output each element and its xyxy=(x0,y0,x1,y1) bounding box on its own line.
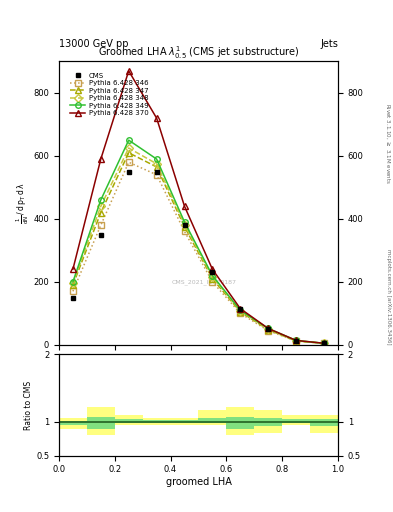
Pythia 6.428 347 xyxy=(238,309,243,315)
Pythia 6.428 349 xyxy=(322,340,327,346)
Pythia 6.428 347 xyxy=(182,224,187,230)
Pythia 6.428 370 xyxy=(154,115,159,121)
Pythia 6.428 370 xyxy=(98,156,103,162)
Pythia 6.428 346 xyxy=(71,288,75,294)
Text: Jets: Jets xyxy=(320,38,338,49)
Pythia 6.428 346 xyxy=(238,310,243,316)
Pythia 6.428 346 xyxy=(210,279,215,285)
Pythia 6.428 347 xyxy=(266,327,271,333)
Pythia 6.428 348 xyxy=(154,161,159,167)
CMS xyxy=(98,231,103,238)
CMS xyxy=(238,306,243,312)
Pythia 6.428 349 xyxy=(266,326,271,332)
Pythia 6.428 349 xyxy=(238,307,243,313)
Pythia 6.428 347 xyxy=(294,338,299,344)
Pythia 6.428 348 xyxy=(182,222,187,228)
Pythia 6.428 347 xyxy=(154,164,159,170)
Pythia 6.428 349 xyxy=(127,137,131,143)
Pythia 6.428 349 xyxy=(71,279,75,285)
Pythia 6.428 370 xyxy=(266,326,271,332)
Title: Groomed LHA $\lambda^{1}_{0.5}$ (CMS jet substructure): Groomed LHA $\lambda^{1}_{0.5}$ (CMS jet… xyxy=(98,45,299,61)
Line: Pythia 6.428 347: Pythia 6.428 347 xyxy=(70,150,327,346)
Pythia 6.428 346 xyxy=(98,222,103,228)
Pythia 6.428 347 xyxy=(127,150,131,156)
Pythia 6.428 348 xyxy=(127,145,131,151)
Pythia 6.428 347 xyxy=(71,282,75,288)
Pythia 6.428 346 xyxy=(154,172,159,178)
Pythia 6.428 346 xyxy=(182,228,187,234)
Pythia 6.428 349 xyxy=(154,156,159,162)
Pythia 6.428 370 xyxy=(210,266,215,272)
Pythia 6.428 370 xyxy=(238,306,243,312)
CMS xyxy=(266,326,271,332)
CMS xyxy=(71,294,75,301)
Line: Pythia 6.428 349: Pythia 6.428 349 xyxy=(70,137,327,346)
Pythia 6.428 370 xyxy=(182,203,187,209)
Pythia 6.428 370 xyxy=(127,68,131,74)
Pythia 6.428 349 xyxy=(182,219,187,225)
Text: Rivet 3.1.10, $\geq$ 3.1M events: Rivet 3.1.10, $\geq$ 3.1M events xyxy=(384,103,391,184)
Text: CMS_2021_I1920187: CMS_2021_I1920187 xyxy=(172,280,237,285)
Pythia 6.428 349 xyxy=(98,197,103,203)
Pythia 6.428 348 xyxy=(266,326,271,332)
Legend: CMS, Pythia 6.428 346, Pythia 6.428 347, Pythia 6.428 348, Pythia 6.428 349, Pyt: CMS, Pythia 6.428 346, Pythia 6.428 347,… xyxy=(68,71,151,118)
CMS xyxy=(182,222,187,228)
Pythia 6.428 349 xyxy=(294,337,299,344)
Line: Pythia 6.428 346: Pythia 6.428 346 xyxy=(70,159,327,346)
Line: CMS: CMS xyxy=(70,169,327,346)
Pythia 6.428 346 xyxy=(294,338,299,344)
Pythia 6.428 347 xyxy=(98,209,103,216)
Y-axis label: $\mathregular{\frac{1}{dN}\,/\,d\,p_T\,d\,\lambda}$: $\mathregular{\frac{1}{dN}\,/\,d\,p_T\,d… xyxy=(15,182,31,224)
CMS xyxy=(294,338,299,344)
Pythia 6.428 370 xyxy=(294,337,299,344)
CMS xyxy=(210,269,215,275)
Line: Pythia 6.428 348: Pythia 6.428 348 xyxy=(70,145,327,346)
Pythia 6.428 370 xyxy=(322,340,327,346)
Pythia 6.428 346 xyxy=(322,340,327,346)
Pythia 6.428 348 xyxy=(98,203,103,209)
Pythia 6.428 370 xyxy=(71,266,75,272)
X-axis label: groomed LHA: groomed LHA xyxy=(165,477,231,487)
Pythia 6.428 348 xyxy=(322,340,327,346)
Pythia 6.428 346 xyxy=(266,328,271,334)
Line: Pythia 6.428 370: Pythia 6.428 370 xyxy=(70,68,327,346)
Pythia 6.428 347 xyxy=(210,275,215,282)
Pythia 6.428 348 xyxy=(238,308,243,314)
CMS xyxy=(154,168,159,175)
CMS xyxy=(322,340,327,346)
Pythia 6.428 348 xyxy=(210,274,215,280)
Y-axis label: Ratio to CMS: Ratio to CMS xyxy=(24,380,33,430)
Pythia 6.428 348 xyxy=(71,281,75,287)
Pythia 6.428 348 xyxy=(294,338,299,344)
Text: mcplots.cern.ch [arXiv:1306.3436]: mcplots.cern.ch [arXiv:1306.3436] xyxy=(386,249,391,345)
Pythia 6.428 349 xyxy=(210,272,215,279)
Pythia 6.428 346 xyxy=(127,159,131,165)
CMS xyxy=(127,168,131,175)
Pythia 6.428 347 xyxy=(322,340,327,346)
Text: 13000 GeV pp: 13000 GeV pp xyxy=(59,38,129,49)
